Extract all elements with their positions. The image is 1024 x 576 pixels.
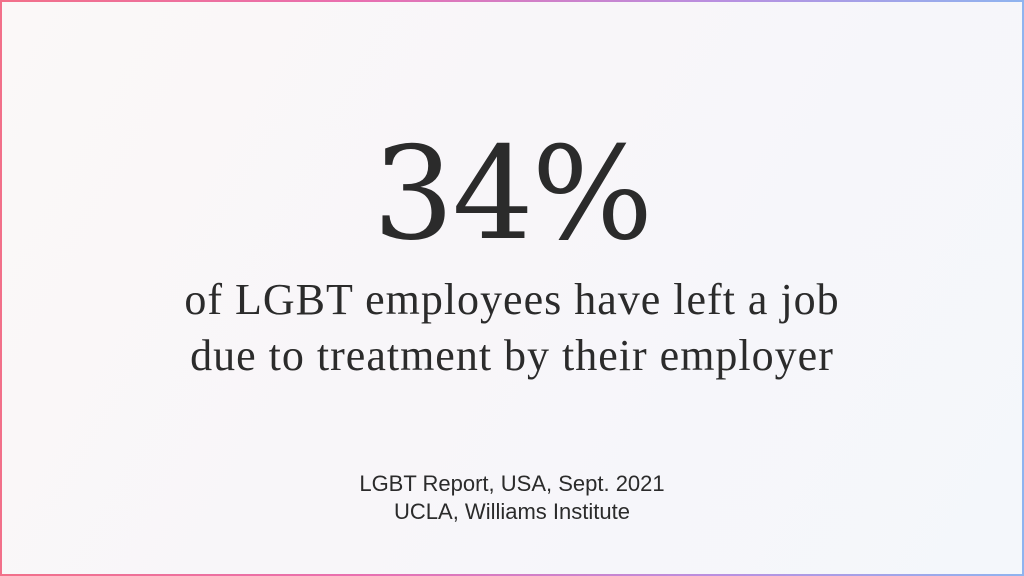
source-line-2: UCLA, Williams Institute — [394, 499, 630, 524]
statistic-caption: of LGBT employees have left a job due to… — [2, 272, 1022, 384]
headline-statistic: 34% — [372, 120, 654, 269]
source-line-1: LGBT Report, USA, Sept. 2021 — [359, 471, 665, 496]
source-citation: LGBT Report, USA, Sept. 2021 UCLA, Willi… — [2, 470, 1022, 526]
caption-line-1: of LGBT employees have left a job — [184, 275, 840, 324]
caption-line-2: due to treatment by their employer — [190, 331, 834, 380]
